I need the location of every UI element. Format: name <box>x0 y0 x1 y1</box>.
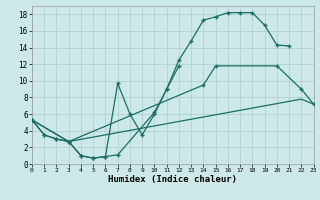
X-axis label: Humidex (Indice chaleur): Humidex (Indice chaleur) <box>108 175 237 184</box>
